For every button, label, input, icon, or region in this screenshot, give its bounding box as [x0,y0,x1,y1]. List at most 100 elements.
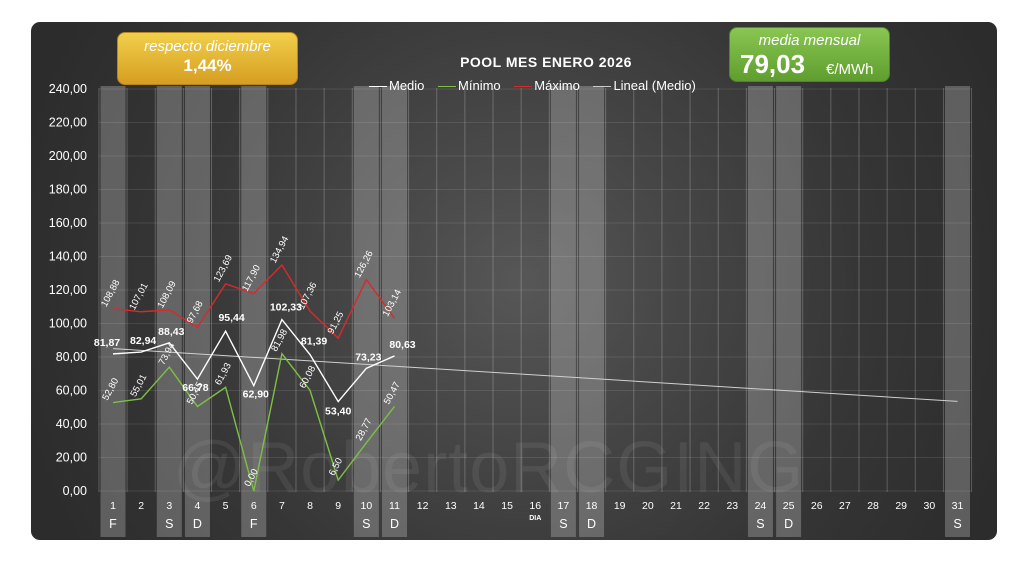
legend-minimo: Mínimo [438,78,501,93]
day-mark-label: F [250,517,258,531]
day-mark-label: S [559,517,567,531]
x-tick-label: 12 [417,500,429,512]
day-band-4 [184,86,210,537]
data-label-medio: 53,40 [325,406,351,418]
legend-lineal-swatch [593,86,612,88]
day-mark-label: D [193,517,202,531]
series-maximo-line [112,263,396,340]
day-band-10 [353,86,379,537]
x-tick-label: 31 [952,500,964,512]
monthly-average-unit: €/MWh [826,61,874,78]
x-tick-label: 17 [558,500,570,512]
x-tick-label: 28 [867,500,879,512]
monthly-average-badge: media mensual 79,03 €/MWh [729,27,890,82]
x-tick-label: 21 [670,500,682,512]
data-label-medio: 80,63 [389,339,415,351]
x-tick-label: 8 [307,500,313,512]
y-tick-label: 160,00 [49,216,87,230]
data-label-medio: 81,87 [94,337,120,349]
data-label-medio: 73,23 [355,351,381,363]
x-tick-label: 15 [501,500,513,512]
x-tick-label: 14 [473,500,485,512]
x-tick-label: 10 [361,500,373,512]
x-tick-label: 2 [138,500,144,512]
day-mark-label: D [390,517,399,531]
day-mark-label: S [362,517,370,531]
data-label-maximo: 107,01 [127,281,150,312]
data-label-medio: 95,44 [218,312,244,324]
legend-medio-label: Medio [389,78,425,93]
x-tick-label: 26 [811,500,823,512]
x-tick-label: 25 [783,500,795,512]
legend-minimo-label: Mínimo [458,78,501,93]
y-tick-label: 20,00 [56,451,87,465]
data-label-medio: 88,43 [158,326,184,338]
x-tick-label: 11 [389,500,400,512]
day-band-25 [776,86,802,537]
day-mark-label: D [587,517,596,531]
x-tick-label: 5 [223,500,229,512]
y-tick-label: 100,00 [49,317,87,331]
legend-lineal: Lineal (Medio) [593,78,696,93]
series-medio-line [112,318,395,403]
x-axis-label: DIA [529,515,541,522]
day-band-31 [945,86,970,537]
day-mark-label: S [953,517,961,531]
x-tick-label: 18 [586,500,598,512]
vs-december-value: 1,44% [183,56,232,75]
x-tick-label: 23 [726,500,738,512]
y-tick-label: 120,00 [49,283,87,297]
data-label-maximo: 123,69 [212,253,235,284]
day-mark-label: S [165,517,173,531]
y-tick-label: 220,00 [49,116,87,130]
watermark: @RobertoRCGING [173,428,805,508]
x-tick-label: 19 [614,500,626,512]
x-tick-label: 20 [642,500,654,512]
legend-maximo: Máximo [514,78,580,93]
x-tick-label: 29 [895,500,907,512]
y-tick-label: 60,00 [56,384,87,398]
x-tick-label: 16 [529,500,541,512]
day-band-3 [156,86,182,537]
day-mark-label: D [784,517,793,531]
x-tick-label: 3 [166,500,172,512]
data-label-minimo: 81,98 [269,327,290,353]
day-band-24 [747,86,773,537]
data-label-maximo: 134,94 [268,234,291,265]
series-lineal-medio-line [112,348,958,402]
x-tick-label: 13 [445,500,457,512]
y-tick-label: 180,00 [49,183,87,197]
day-mark-label: F [109,517,117,531]
day-band-17 [550,86,576,537]
day-band-18 [579,86,605,537]
x-tick-label: 1 [110,500,116,512]
pool-chart: 0,00 20,00 40,00 60,00 80,00 100,00 120,00 140,… [49,82,973,537]
x-tick-label: 27 [839,500,851,512]
data-label-medio: 102,33 [270,302,302,314]
data-label-medio: 81,39 [301,336,327,348]
legend-medio: Medio [369,78,424,93]
x-tick-label: 4 [195,500,201,512]
legend-medio-swatch [369,86,387,88]
data-label-maximo: 91,25 [326,310,347,336]
monthly-average-label: media mensual [758,32,861,49]
chart-panel: @RobertoRCGING 0,00 20,00 40,00 60,00 80,00 1… [31,22,997,540]
y-tick-label: 140,00 [49,250,87,264]
legend-lineal-label: Lineal (Medio) [613,78,696,93]
data-label-minimo: 60,08 [297,364,318,390]
y-tick-label: 200,00 [49,149,87,163]
y-tick-label: 0,00 [63,484,87,498]
vs-december-label: respecto diciembre [144,38,271,55]
day-mark-label: S [756,517,764,531]
data-label-medio: 62,90 [243,389,269,401]
y-tick-label: 80,00 [56,350,87,364]
data-label-minimo: 55,01 [129,373,150,399]
data-label-minimo: 61,93 [213,361,234,387]
x-tick-label: 7 [279,500,285,512]
day-band-1 [100,86,126,537]
day-band-11 [382,86,407,537]
monthly-average-value: 79,03 [740,49,806,79]
legend-minimo-swatch [438,86,457,88]
legend-maximo-label: Máximo [534,78,580,93]
x-tick-label: 6 [251,500,257,512]
